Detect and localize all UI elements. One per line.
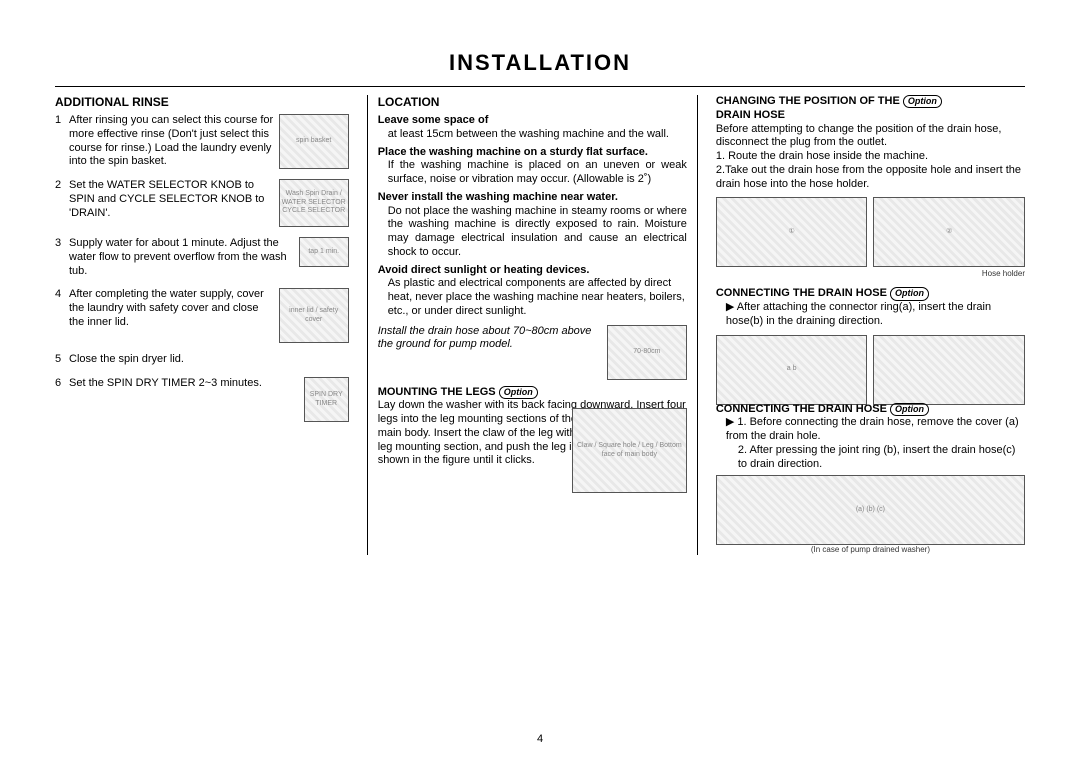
page-title: INSTALLATION (55, 50, 1025, 76)
figure-pump-washer: (a) (b) (c) (716, 475, 1025, 545)
heading-mounting-legs: MOUNTING THE LEGS Option (378, 386, 687, 400)
step-text: After completing the water supply, cover… (69, 288, 279, 329)
step-6: 6 Set the SPIN DRY TIMER 2~3 minutes. SP… (55, 377, 349, 422)
figure-connector-ring: a b (716, 335, 1025, 395)
page-number: 4 (537, 733, 543, 745)
columns: ADDITIONAL RINSE 1 After rinsing you can… (55, 95, 1025, 555)
text: at least 15cm between the washing machin… (388, 128, 687, 142)
figure-placeholder: SPIN DRY TIMER (304, 377, 349, 422)
heading-text: MOUNTING THE LEGS (378, 386, 496, 398)
figure-placeholder: tap 1 min. (299, 237, 349, 267)
figure-inner-lid: inner lid / safety cover (279, 288, 349, 343)
text: If the washing machine is placed on an u… (388, 159, 687, 187)
figure-placeholder: (a) (b) (c) (716, 475, 1025, 545)
column-additional-rinse: ADDITIONAL RINSE 1 After rinsing you can… (55, 95, 349, 555)
step-num: 5 (55, 353, 69, 367)
label-pump-washer: (In case of pump drained washer) (716, 545, 1025, 555)
step-num: 3 (55, 237, 69, 251)
step-4: 4 After completing the water supply, cov… (55, 288, 349, 343)
step-num: 2 (55, 179, 69, 193)
option-badge-icon: Option (890, 287, 929, 300)
figure-tap: tap 1 min. (299, 237, 349, 267)
step-text: 2.Take out the drain hose from the oppos… (716, 164, 1025, 192)
step-text: Set the SPIN DRY TIMER 2~3 minutes. (69, 377, 304, 391)
figure-placeholder: 70-80cm (607, 325, 687, 380)
step-num: 6 (55, 377, 69, 391)
figure-route-hose: ① ② (716, 197, 1025, 267)
step-3: 3 Supply water for about 1 minute. Adjus… (55, 237, 349, 278)
step-num: 4 (55, 288, 69, 302)
step-5: 5 Close the spin dryer lid. (55, 353, 349, 367)
figure-spin-timer: SPIN DRY TIMER (304, 377, 349, 422)
label-hose-holder: Hose holder (716, 269, 1025, 279)
step-text: After rinsing you can select this course… (69, 114, 279, 169)
figure-drain-height: 70-80cm (607, 325, 687, 380)
heading-location: LOCATION (378, 95, 687, 110)
sub-sunlight: Avoid direct sunlight or heating devices… (378, 264, 687, 278)
heading-text-a: CHANGING THE POSITION OF THE (716, 95, 900, 107)
heading-change-position: CHANGING THE POSITION OF THE Option DRAI… (716, 95, 1025, 123)
mounting-legs-fig-row: Claw / Square hole / Leg / Bottom face o… (378, 408, 687, 493)
sub-leave-space: Leave some space of (378, 114, 687, 128)
sub-near-water: Never install the washing machine near w… (378, 191, 687, 205)
figure-placeholder (873, 335, 1025, 405)
step-text: Supply water for about 1 minute. Adjust … (69, 237, 299, 278)
text: ▶ After attaching the connector ring(a),… (726, 301, 1025, 329)
heading-text-b: DRAIN HOSE (716, 109, 785, 121)
column-location: LOCATION Leave some space of at least 15… (367, 95, 698, 555)
figure-placeholder: inner lid / safety cover (279, 288, 349, 343)
step-1: 1 After rinsing you can select this cour… (55, 114, 349, 169)
figure-placeholder: Claw / Square hole / Leg / Bottom face o… (572, 408, 687, 493)
heading-connect-hose-2: CONNECTING THE DRAIN HOSE Option (716, 403, 1025, 417)
step-num: 1 (55, 114, 69, 128)
figure-leg-mount: Claw / Square hole / Leg / Bottom face o… (572, 408, 687, 493)
italic-note: Install the drain hose about 70~80cm abo… (378, 325, 601, 380)
figure-selector-knobs: Wash Spin Drain / WATER SELECTOR CYCLE S… (279, 179, 349, 227)
step-text: Close the spin dryer lid. (69, 353, 349, 367)
option-badge-icon: Option (903, 95, 942, 108)
figure-placeholder: ① (716, 197, 868, 267)
text: Before attempting to change the position… (716, 123, 1025, 151)
step-text: 1. Route the drain hose inside the machi… (716, 150, 1025, 164)
option-badge-icon: Option (499, 386, 538, 399)
text: Do not place the washing machine in stea… (388, 205, 687, 260)
figure-placeholder: Wash Spin Drain / WATER SELECTOR CYCLE S… (279, 179, 349, 227)
text: As plastic and electrical components are… (388, 277, 687, 318)
drain-hose-note-row: Install the drain hose about 70~80cm abo… (378, 325, 687, 380)
heading-text: CONNECTING THE DRAIN HOSE (716, 403, 887, 415)
divider (55, 86, 1025, 87)
heading-connect-hose-1: CONNECTING THE DRAIN HOSE Option (716, 287, 1025, 301)
column-drain-hose: CHANGING THE POSITION OF THE Option DRAI… (716, 95, 1025, 555)
heading-additional-rinse: ADDITIONAL RINSE (55, 95, 349, 110)
figure-spin-basket: spin basket (279, 114, 349, 169)
heading-text: CONNECTING THE DRAIN HOSE (716, 287, 887, 299)
figure-placeholder: ② (873, 197, 1025, 267)
text: ▶ 1. Before connecting the drain hose, r… (726, 416, 1025, 444)
text: 2. After pressing the joint ring (b), in… (738, 444, 1025, 472)
option-badge-icon: Option (890, 403, 929, 416)
figure-placeholder: spin basket (279, 114, 349, 169)
step-2: 2 Set the WATER SELECTOR KNOB to SPIN an… (55, 179, 349, 227)
step-text: Set the WATER SELECTOR KNOB to SPIN and … (69, 179, 279, 220)
manual-page: INSTALLATION ADDITIONAL RINSE 1 After ri… (0, 0, 1080, 763)
sub-surface: Place the washing machine on a sturdy fl… (378, 146, 687, 160)
figure-placeholder: a b (716, 335, 868, 405)
